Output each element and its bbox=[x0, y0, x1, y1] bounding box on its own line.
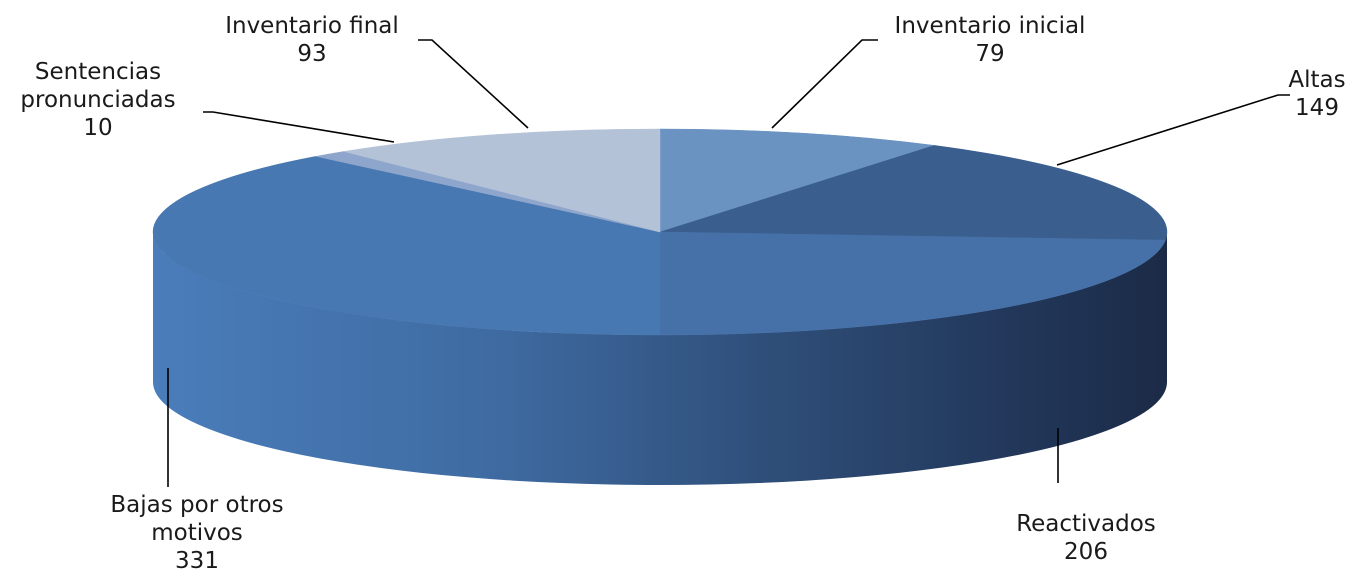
data-label-text: Inventario final bbox=[225, 13, 399, 39]
pie-side-wall-face bbox=[153, 232, 1167, 485]
leader-line-inventario-final bbox=[418, 39, 529, 129]
data-label-inventario-final: Inventario final 93 bbox=[225, 13, 399, 67]
data-label-text: Bajas por otros bbox=[110, 492, 283, 518]
data-label-value: 79 bbox=[975, 41, 1004, 67]
pie-slice-inventario-final bbox=[343, 128, 661, 233]
data-label-value: 149 bbox=[1295, 95, 1339, 121]
leader-lines bbox=[167, 39, 1290, 487]
pie-side-wall bbox=[153, 232, 1167, 485]
pie-slice-reactivados bbox=[659, 231, 1166, 336]
data-label-text: Reactivados bbox=[1016, 511, 1156, 537]
data-label-value: 93 bbox=[297, 41, 326, 67]
data-labels: Inventario inicial 79 Altas 149 Reactivados 2… bbox=[20, 13, 1345, 574]
data-label-inventario-inicial: Inventario inicial 79 bbox=[895, 13, 1086, 67]
data-label-value: 331 bbox=[175, 548, 219, 574]
data-label-text: Sentencias bbox=[35, 59, 161, 85]
pie-slice-inventario-inicial bbox=[659, 128, 935, 233]
pie-slice-altas bbox=[659, 145, 1168, 241]
data-label-text: motivos bbox=[151, 520, 243, 546]
data-label-text: Inventario inicial bbox=[895, 13, 1086, 39]
pie-slice-bajas-por-otros-motivos bbox=[152, 156, 661, 336]
data-label-value: 10 bbox=[83, 115, 112, 141]
data-label-bajas-por-otros-motivos: Bajas por otros motivos 331 bbox=[110, 492, 283, 574]
leader-line-inventario-inicial bbox=[771, 39, 878, 129]
data-label-text: pronunciadas bbox=[20, 87, 175, 113]
data-label-text: Altas bbox=[1288, 67, 1345, 93]
leader-line-altas bbox=[1056, 94, 1290, 166]
leader-line-sentencias-pronunciadas bbox=[203, 111, 395, 143]
data-label-value: 206 bbox=[1064, 539, 1108, 565]
data-label-altas: Altas 149 bbox=[1288, 67, 1345, 121]
pie-top bbox=[152, 128, 1168, 336]
data-label-reactivados: Reactivados 206 bbox=[1016, 511, 1156, 565]
data-label-sentencias-pronunciadas: Sentencias pronunciadas 10 bbox=[20, 59, 175, 141]
